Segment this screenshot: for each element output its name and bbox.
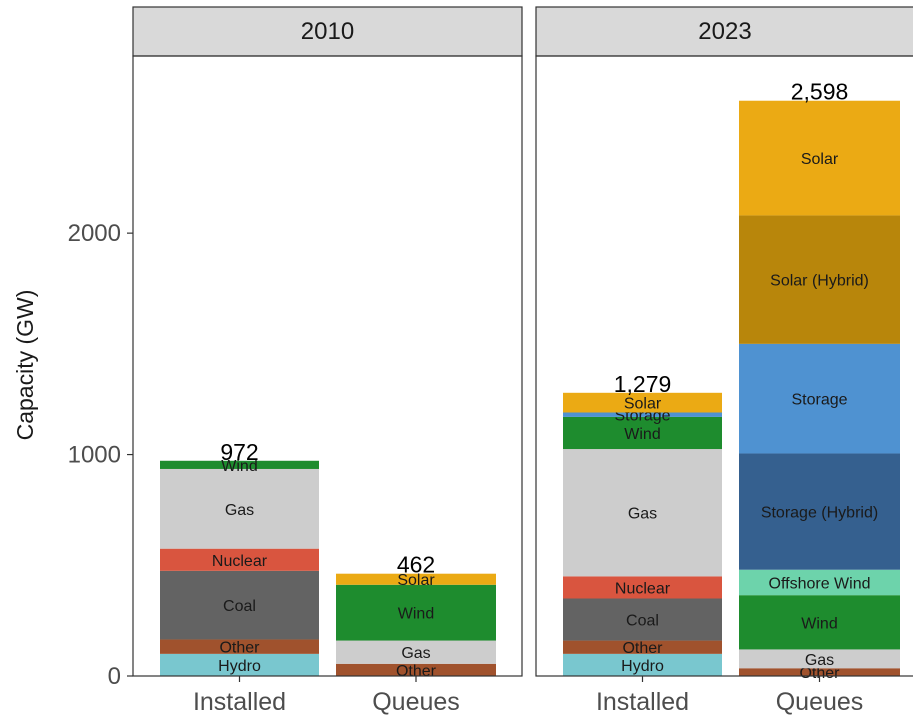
- total-label: 972: [220, 439, 258, 465]
- x-tick-label-installed: Installed: [193, 688, 286, 716]
- segment-label-hydro: Hydro: [218, 658, 261, 675]
- bar-segment-solar: [739, 100, 900, 216]
- bar-segment-storage-hybrid: [739, 453, 900, 570]
- bar-segment-coal: [563, 598, 722, 641]
- segment-label-solar: Solar: [397, 572, 435, 589]
- bar-segment-gas: [336, 640, 496, 664]
- segment-label-gas: Gas: [225, 502, 254, 519]
- facet-strip-label: 2010: [301, 18, 354, 45]
- bar-segment-storage: [563, 412, 722, 417]
- bar-segment-other: [160, 639, 319, 654]
- bar-segment-other: [336, 663, 496, 676]
- panel-border-2010: [132, 55, 523, 677]
- bar-segment-wind: [563, 416, 722, 450]
- segment-label-gas: Gas: [628, 506, 657, 523]
- segment-label-solar-hybrid: Solar (Hybrid): [770, 273, 869, 290]
- bar-segment-offshore-wind: [739, 569, 900, 596]
- bar-segment-solar-hybrid: [739, 215, 900, 344]
- bar-segment-storage: [739, 343, 900, 454]
- x-tick-label-installed: Installed: [596, 688, 689, 716]
- segment-label-coal: Coal: [223, 598, 256, 615]
- bar-segment-other: [563, 640, 722, 654]
- y-tick-label: 0: [108, 663, 121, 690]
- segment-label-nuclear: Nuclear: [615, 580, 671, 597]
- segment-label-offshore-wind: Offshore Wind: [769, 575, 871, 592]
- bar-segment-solar: [336, 573, 496, 585]
- bar-segment-wind: [336, 584, 496, 641]
- facet-strip-label: 2023: [698, 18, 751, 45]
- segment-label-solar: Solar: [801, 151, 839, 168]
- segment-label-gas: Gas: [805, 652, 834, 669]
- segment-label-wind: Wind: [398, 606, 434, 623]
- total-label: 1,279: [614, 371, 672, 397]
- bar-segment-other: [739, 668, 900, 676]
- segment-label-other: Other: [622, 640, 663, 657]
- bar-segment-wind: [739, 595, 900, 650]
- segment-label-other: Other: [219, 640, 260, 657]
- bar-segment-hydro: [160, 653, 319, 676]
- segment-label-storage-hybrid: Storage (Hybrid): [761, 505, 878, 522]
- bar-segment-nuclear: [563, 576, 722, 599]
- segment-label-wind: Wind: [221, 458, 257, 475]
- panel-border-2023: [535, 55, 913, 677]
- bar-segment-coal: [160, 570, 319, 640]
- segment-label-solar: Solar: [624, 396, 662, 413]
- bar-segment-hydro: [563, 653, 722, 676]
- bar-segment-solar: [563, 392, 722, 413]
- segment-label-gas: Gas: [401, 645, 430, 662]
- y-tick-label: 1000: [68, 442, 121, 469]
- segment-label-wind: Wind: [624, 426, 660, 443]
- y-axis-label: Capacity (GW): [12, 290, 38, 441]
- total-label: 462: [397, 552, 435, 578]
- segment-label-wind: Wind: [801, 615, 837, 632]
- segment-label-storage: Storage: [791, 392, 847, 409]
- segment-label-other: Other: [799, 665, 840, 682]
- total-label: 2,598: [791, 79, 849, 105]
- bar-segment-gas: [739, 649, 900, 669]
- facet-strip-2023: [535, 6, 913, 57]
- segment-label-hydro: Hydro: [621, 658, 664, 675]
- bar-segment-wind: [160, 460, 319, 469]
- x-tick-label-queues: Queues: [372, 688, 460, 716]
- bar-segment-nuclear: [160, 548, 319, 571]
- segment-label-nuclear: Nuclear: [212, 553, 268, 570]
- y-tick-label: 2000: [68, 220, 121, 247]
- bar-segment-gas: [563, 449, 722, 577]
- segment-label-coal: Coal: [626, 613, 659, 630]
- bar-segment-gas: [160, 468, 319, 549]
- x-tick-label-queues: Queues: [776, 688, 864, 716]
- facet-strip-2010: [132, 6, 523, 57]
